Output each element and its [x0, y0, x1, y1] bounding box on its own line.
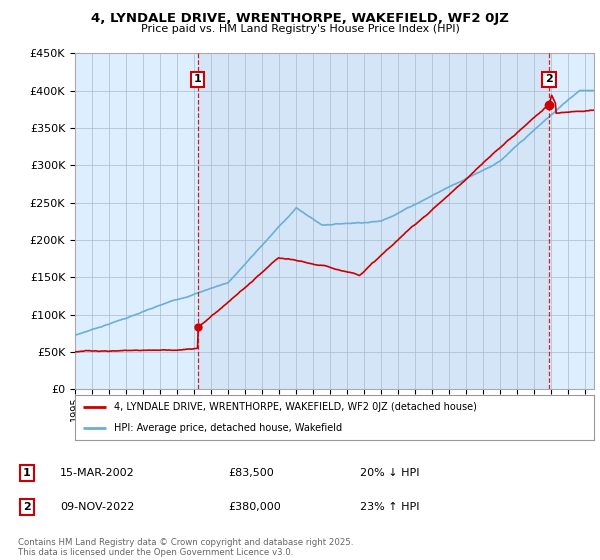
Text: 1: 1	[23, 468, 31, 478]
Text: 23% ↑ HPI: 23% ↑ HPI	[360, 502, 419, 512]
Bar	[197, 53, 549, 389]
Text: Contains HM Land Registry data © Crown copyright and database right 2025.
This d: Contains HM Land Registry data © Crown c…	[18, 538, 353, 557]
Text: 15-MAR-2002: 15-MAR-2002	[60, 468, 135, 478]
Text: 09-NOV-2022: 09-NOV-2022	[60, 502, 134, 512]
Text: £380,000: £380,000	[228, 502, 281, 512]
Text: HPI: Average price, detached house, Wakefield: HPI: Average price, detached house, Wake…	[114, 423, 342, 433]
Text: 1: 1	[194, 74, 202, 85]
Text: 2: 2	[23, 502, 31, 512]
Text: Price paid vs. HM Land Registry's House Price Index (HPI): Price paid vs. HM Land Registry's House …	[140, 24, 460, 34]
Text: 4, LYNDALE DRIVE, WRENTHORPE, WAKEFIELD, WF2 0JZ: 4, LYNDALE DRIVE, WRENTHORPE, WAKEFIELD,…	[91, 12, 509, 25]
Text: 20% ↓ HPI: 20% ↓ HPI	[360, 468, 419, 478]
Text: 2: 2	[545, 74, 553, 85]
Text: 4, LYNDALE DRIVE, WRENTHORPE, WAKEFIELD, WF2 0JZ (detached house): 4, LYNDALE DRIVE, WRENTHORPE, WAKEFIELD,…	[114, 402, 477, 412]
Text: £83,500: £83,500	[228, 468, 274, 478]
